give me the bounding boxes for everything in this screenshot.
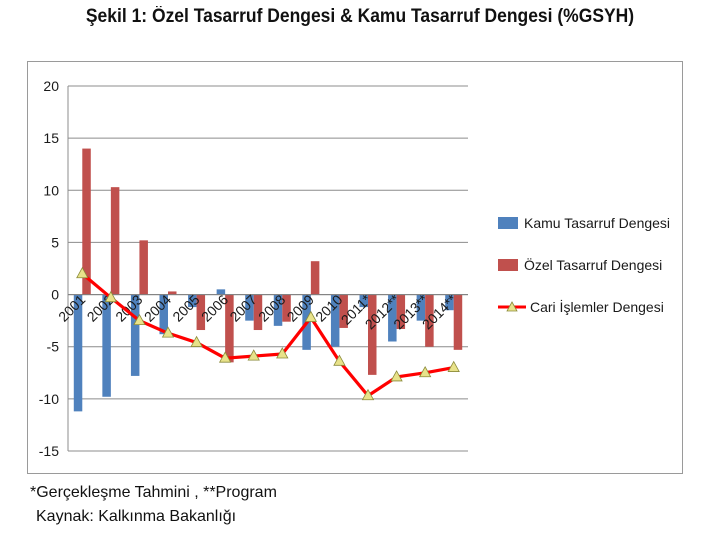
x-tick-label: 2004 — [141, 291, 174, 324]
bar-ozel — [282, 294, 291, 322]
legend-swatch-ozel — [498, 259, 518, 271]
marker-cari — [247, 349, 260, 361]
bar-kamu — [159, 294, 168, 335]
bar-kamu — [273, 294, 283, 326]
bar-ozel — [168, 291, 177, 295]
bar-ozel — [253, 294, 263, 331]
marker-cari — [418, 365, 432, 378]
bar-kamu — [130, 294, 140, 376]
legend-item-kamu: Kamu Tasarruf Dengesi — [498, 210, 670, 236]
bar-kamu — [388, 294, 397, 342]
bar-kamu — [330, 294, 340, 347]
legend-swatch-kamu — [498, 217, 518, 229]
marker-cari — [276, 347, 289, 359]
y-tick-label: -5 — [47, 339, 60, 355]
marker-cari — [104, 290, 118, 303]
source-note: Kaynak: Kalkınma Bakanlığı — [36, 508, 237, 525]
y-tick-label: 0 — [51, 287, 59, 303]
legend-item-ozel: Özel Tasarruf Dengesi — [498, 252, 670, 278]
marker-cari — [390, 370, 403, 382]
bar-ozel — [196, 294, 206, 331]
bar-ozel — [396, 294, 406, 329]
bar-kamu — [188, 294, 197, 308]
marker-cari — [361, 388, 375, 401]
bar-kamu — [216, 289, 226, 295]
bar-ozel — [453, 294, 463, 350]
bar-ozel — [110, 187, 120, 295]
legend-label-cari: Cari İşlemler Dengesi — [530, 299, 664, 315]
bar-ozel — [139, 240, 148, 295]
bar-kamu — [73, 294, 83, 412]
y-tick-label: -10 — [39, 391, 59, 407]
bar-kamu — [416, 294, 426, 321]
bar-kamu — [245, 294, 254, 321]
bar-kamu — [445, 294, 454, 311]
legend-item-cari: Cari İşlemler Dengesi — [498, 294, 670, 320]
y-tick-label: 5 — [51, 234, 59, 250]
bar-kamu — [359, 294, 368, 308]
chart-title: Şekil 1: Özel Tasarruf Dengesi & Kamu Ta… — [85, 6, 635, 27]
y-tick-label: 10 — [43, 182, 59, 198]
chart-legend: Kamu Tasarruf Dengesi Özel Tasarruf Deng… — [498, 210, 670, 336]
y-tick-label: 20 — [43, 78, 59, 94]
marker-cari — [304, 310, 318, 322]
legend-label-ozel: Özel Tasarruf Dengesi — [524, 257, 663, 273]
footnote: *Gerçekleşme Tahmini , **Program — [30, 484, 277, 501]
bar-ozel — [82, 148, 91, 295]
legend-label-kamu: Kamu Tasarruf Dengesi — [524, 215, 671, 231]
bar-ozel — [339, 294, 348, 328]
bar-ozel — [310, 261, 320, 295]
marker-cari — [133, 313, 146, 326]
bar-kamu — [102, 294, 111, 397]
y-tick-label: -15 — [39, 443, 59, 459]
marker-cari — [218, 351, 232, 363]
chart-frame — [27, 61, 683, 474]
x-tick-label: 2001 — [55, 291, 88, 324]
marker-cari — [161, 326, 175, 338]
marker-cari — [333, 354, 346, 366]
legend-swatch-cari — [498, 301, 526, 312]
marker-cari — [76, 266, 89, 279]
marker-cari — [447, 360, 460, 372]
marker-cari — [190, 335, 203, 347]
bar-ozel — [225, 294, 234, 363]
bar-ozel — [368, 294, 377, 375]
bar-ozel — [425, 294, 434, 347]
y-tick-label: 15 — [43, 130, 59, 146]
